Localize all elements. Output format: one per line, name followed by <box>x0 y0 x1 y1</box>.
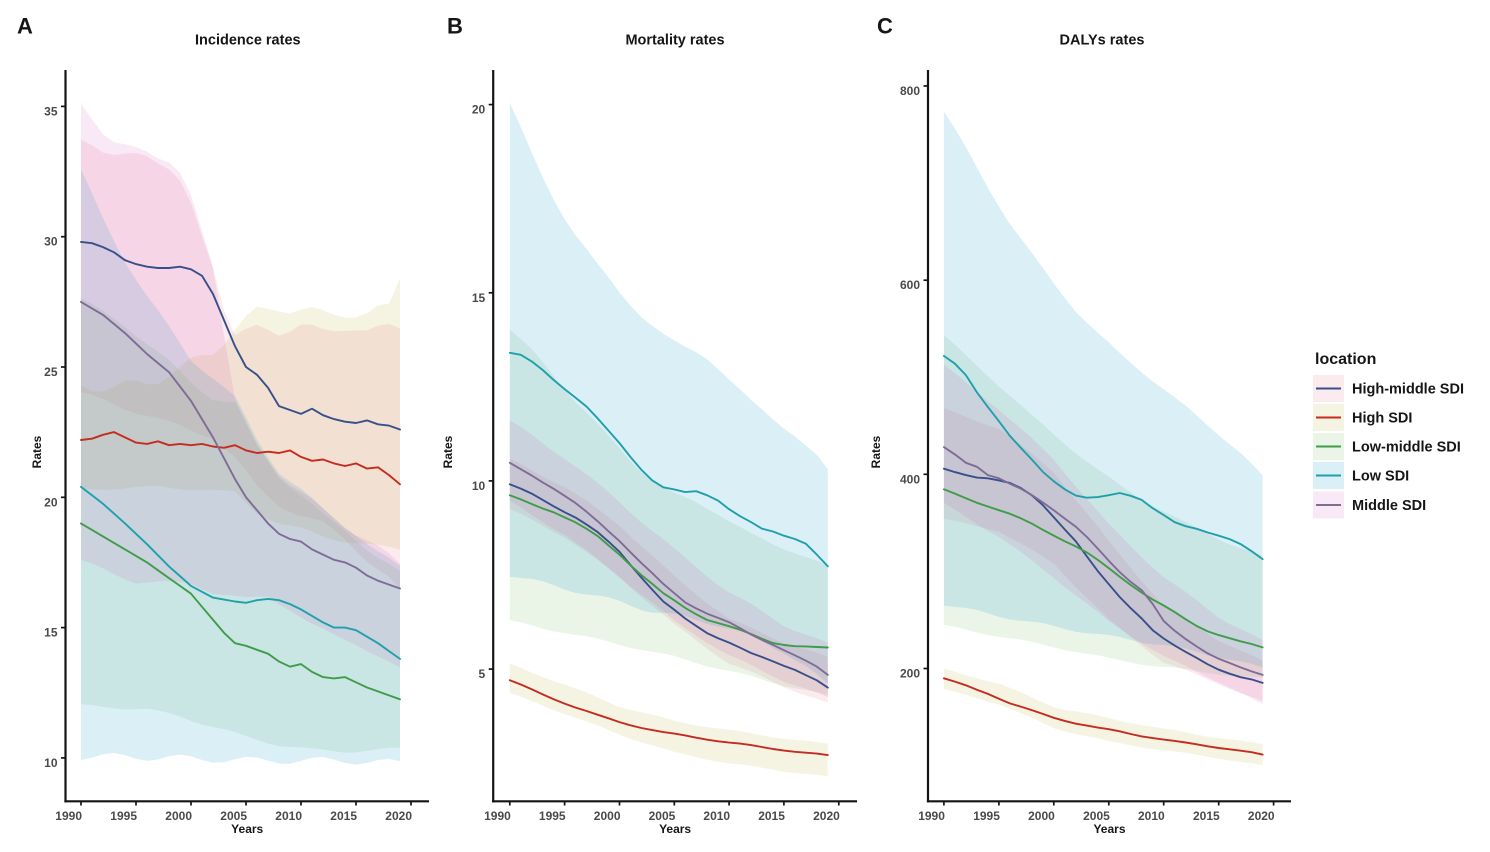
svg-text:600: 600 <box>900 278 920 292</box>
svg-text:15: 15 <box>472 291 486 305</box>
svg-text:1990: 1990 <box>918 809 945 823</box>
svg-text:200: 200 <box>900 667 920 681</box>
svg-text:30: 30 <box>44 235 58 249</box>
svg-text:2000: 2000 <box>1028 809 1055 823</box>
svg-text:Years: Years <box>1093 822 1125 836</box>
svg-text:2005: 2005 <box>1083 809 1110 823</box>
svg-text:2020: 2020 <box>813 809 840 823</box>
svg-text:35: 35 <box>44 104 58 118</box>
svg-text:location: location <box>1315 351 1376 368</box>
svg-text:1995: 1995 <box>539 809 566 823</box>
svg-text:2015: 2015 <box>758 809 785 823</box>
svg-text:C: C <box>877 14 893 39</box>
svg-text:800: 800 <box>900 84 920 98</box>
svg-text:Middle SDI: Middle SDI <box>1352 498 1426 514</box>
svg-text:Rates: Rates <box>869 435 883 468</box>
svg-text:2010: 2010 <box>275 809 302 823</box>
svg-text:10: 10 <box>472 479 486 493</box>
svg-text:2000: 2000 <box>594 809 621 823</box>
svg-text:1990: 1990 <box>55 809 82 823</box>
svg-text:Low SDI: Low SDI <box>1352 469 1409 485</box>
svg-text:25: 25 <box>44 365 58 379</box>
svg-text:1990: 1990 <box>484 809 511 823</box>
svg-text:2010: 2010 <box>1138 809 1165 823</box>
svg-text:Years: Years <box>231 822 263 836</box>
svg-text:Rates: Rates <box>441 435 455 468</box>
svg-text:Low-middle SDI: Low-middle SDI <box>1352 440 1461 456</box>
svg-text:1995: 1995 <box>110 809 137 823</box>
svg-text:2015: 2015 <box>1193 809 1220 823</box>
svg-text:High SDI: High SDI <box>1352 411 1412 427</box>
svg-text:10: 10 <box>44 756 58 770</box>
svg-text:5: 5 <box>479 667 486 681</box>
svg-text:B: B <box>447 14 463 39</box>
svg-text:15: 15 <box>44 626 58 640</box>
svg-text:20: 20 <box>44 495 58 509</box>
svg-text:Years: Years <box>659 822 691 836</box>
svg-text:A: A <box>17 14 33 39</box>
svg-text:2005: 2005 <box>649 809 676 823</box>
svg-text:1995: 1995 <box>973 809 1000 823</box>
svg-text:High-middle SDI: High-middle SDI <box>1352 382 1464 398</box>
svg-text:2015: 2015 <box>330 809 357 823</box>
svg-text:2000: 2000 <box>165 809 192 823</box>
svg-text:20: 20 <box>472 103 486 117</box>
svg-text:DALYs rates: DALYs rates <box>1060 33 1145 49</box>
svg-text:Mortality rates: Mortality rates <box>625 33 724 49</box>
svg-text:2005: 2005 <box>220 809 247 823</box>
svg-text:2020: 2020 <box>385 809 412 823</box>
svg-text:2010: 2010 <box>703 809 730 823</box>
svg-text:Rates: Rates <box>30 435 44 468</box>
svg-text:400: 400 <box>900 472 920 486</box>
svg-text:Incidence rates: Incidence rates <box>195 33 301 49</box>
svg-text:2020: 2020 <box>1248 809 1275 823</box>
